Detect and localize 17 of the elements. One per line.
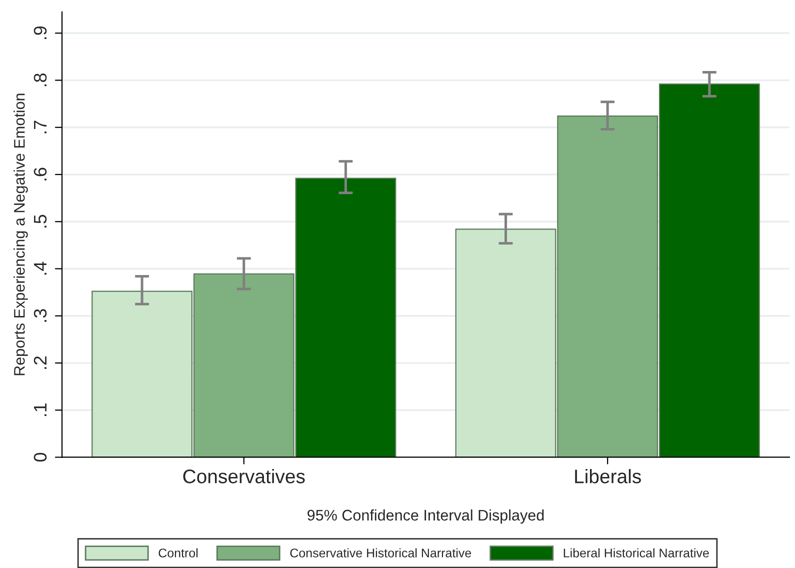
y-tick-label: .6 (34, 168, 47, 180)
x-tick-label: Liberals (575, 469, 641, 484)
y-tick-label: .7 (34, 120, 46, 134)
y-tick-label: .3 (34, 309, 47, 322)
y-axis-title: Reports Experiencing a Negative Emotion (14, 94, 28, 376)
y-tick-label: .5 (34, 214, 47, 228)
y-tick-label: .4 (34, 262, 46, 275)
y-tick-label: .1 (34, 403, 46, 416)
y-tick-label: .8 (34, 74, 47, 86)
y-tick-label: 0 (34, 452, 47, 462)
x-tick-label: Conservatives (183, 469, 305, 484)
legend-label: Control (158, 548, 198, 558)
y-tick-label: .2 (34, 356, 46, 369)
x-axis-title: 95% Confidence Interval Displayed (308, 509, 544, 524)
legend-label: Liberal Historical Narrative (564, 548, 709, 558)
legend-label: Conservative Historical Narrative (290, 548, 472, 558)
y-tick-label: .9 (34, 26, 47, 40)
